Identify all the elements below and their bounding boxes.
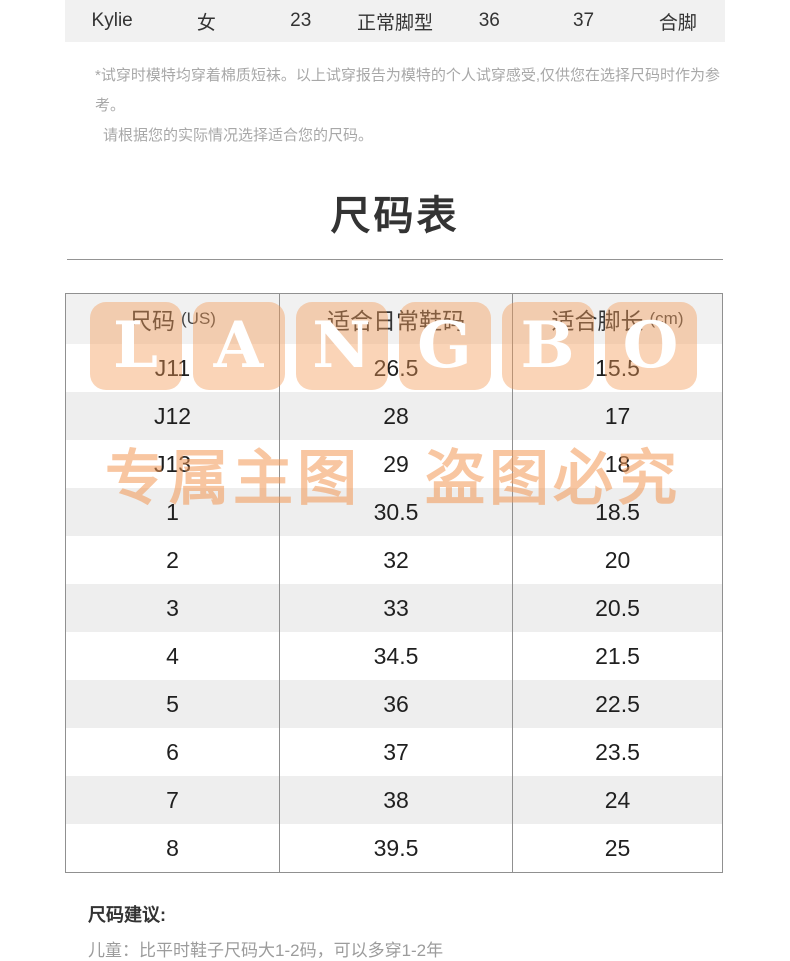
table-row: 7 38 24 <box>66 776 722 824</box>
fit-report-gender: 女 <box>196 12 216 34</box>
cell-us-size: J11 <box>154 354 191 381</box>
page-title: 尺码表 <box>330 194 460 238</box>
fit-report-foot-type: 正常脚型 <box>356 12 433 34</box>
cell-foot-length: 20 <box>512 536 722 584</box>
cell-us-size: J13 <box>153 450 192 477</box>
table-row: J11 26.5 15.5 <box>66 344 722 392</box>
cell-us-size: 8 <box>166 834 179 861</box>
fit-report-row: Kylie 女 23 正常脚型 36 37 合脚 <box>65 0 725 42</box>
cell-us-size: 6 <box>166 738 179 765</box>
cell-us-size: 2 <box>166 546 179 573</box>
cell-us-size: 4 <box>166 642 179 669</box>
size-suggestion-title: 尺码建议: <box>88 905 166 925</box>
cell-foot-length: 18.5 <box>512 488 722 536</box>
cell-daily-size: 39.5 <box>279 824 512 872</box>
table-row: 2 32 20 <box>66 536 722 584</box>
cell-us-size: 3 <box>166 594 179 621</box>
cell-foot-length: 21.5 <box>512 632 722 680</box>
cell-foot-length: 23.5 <box>512 728 722 776</box>
table-row: J12 28 17 <box>66 392 722 440</box>
header-daily-size-label: 适合日常鞋码 <box>327 308 465 334</box>
fit-report-foot-length: 23 <box>290 10 312 31</box>
cell-foot-length: 22.5 <box>512 680 722 728</box>
fit-report-tried-size: 37 <box>572 10 595 31</box>
table-row: 6 37 23.5 <box>66 728 722 776</box>
cell-daily-size: 30.5 <box>279 488 512 536</box>
header-size-us: 尺码 (US) <box>66 294 279 344</box>
size-suggestion-body: 儿童：比平时鞋子尺码大1-2码，可以多穿1-2年 <box>88 941 444 960</box>
table-row: 3 33 20.5 <box>66 584 722 632</box>
header-size-us-label: 尺码 <box>129 308 176 334</box>
cell-daily-size: 38 <box>279 776 512 824</box>
cell-daily-size: 28 <box>279 392 512 440</box>
cell-foot-length: 17 <box>512 392 722 440</box>
header-size-us-unit: (US) <box>181 309 216 328</box>
cell-foot-length: 18 <box>512 440 722 488</box>
cell-daily-size: 37 <box>279 728 512 776</box>
fit-report-model-name: Kylie <box>91 10 133 31</box>
cell-us-size: 7 <box>166 786 179 813</box>
cell-daily-size: 34.5 <box>279 632 512 680</box>
cell-daily-size: 33 <box>279 584 512 632</box>
fit-report-fit-result: 合脚 <box>658 12 697 34</box>
disclaimer-text: *试穿时模特均穿着棉质短袜。以上试穿报告为模特的个人试穿感受,仅供您在选择尺码时… <box>95 61 723 151</box>
table-row: 5 36 22.5 <box>66 680 722 728</box>
header-foot-length-unit: (cm) <box>649 309 684 328</box>
cell-foot-length: 20.5 <box>512 584 722 632</box>
cell-daily-size: 32 <box>279 536 512 584</box>
disclaimer-line-2: 请根据您的实际情况选择适合您的尺码。 <box>103 127 374 144</box>
header-foot-length-label: 适合脚长 <box>551 308 644 334</box>
cell-daily-size: 29 <box>279 440 512 488</box>
table-row: J13 29 18 <box>66 440 722 488</box>
cell-foot-length: 15.5 <box>512 344 722 392</box>
cell-foot-length: 25 <box>512 824 722 872</box>
size-suggestion-block: 尺码建议: 儿童：比平时鞋子尺码大1-2码，可以多穿1-2年 <box>88 901 443 961</box>
cell-foot-length: 24 <box>512 776 722 824</box>
size-chart-table: 尺码 (US) 适合日常鞋码 适合脚长 (cm) J11 26.5 15.5 J… <box>65 293 723 873</box>
table-row: 4 34.5 21.5 <box>66 632 722 680</box>
title-divider <box>67 259 723 260</box>
disclaimer-line-1: *试穿时模特均穿着棉质短袜。以上试穿报告为模特的个人试穿感受,仅供您在选择尺码时… <box>95 67 721 114</box>
header-foot-length: 适合脚长 (cm) <box>512 294 722 344</box>
cell-us-size: J12 <box>153 402 192 429</box>
cell-daily-size: 36 <box>279 680 512 728</box>
table-row: 8 39.5 25 <box>66 824 722 872</box>
header-daily-size: 适合日常鞋码 <box>279 294 512 344</box>
cell-daily-size: 26.5 <box>279 344 512 392</box>
table-row: 1 30.5 18.5 <box>66 488 722 536</box>
cell-us-size: 1 <box>166 498 179 525</box>
cell-us-size: 5 <box>166 690 179 717</box>
fit-report-usual-size: 36 <box>478 10 500 31</box>
table-header-row: 尺码 (US) 适合日常鞋码 适合脚长 (cm) <box>66 294 722 344</box>
